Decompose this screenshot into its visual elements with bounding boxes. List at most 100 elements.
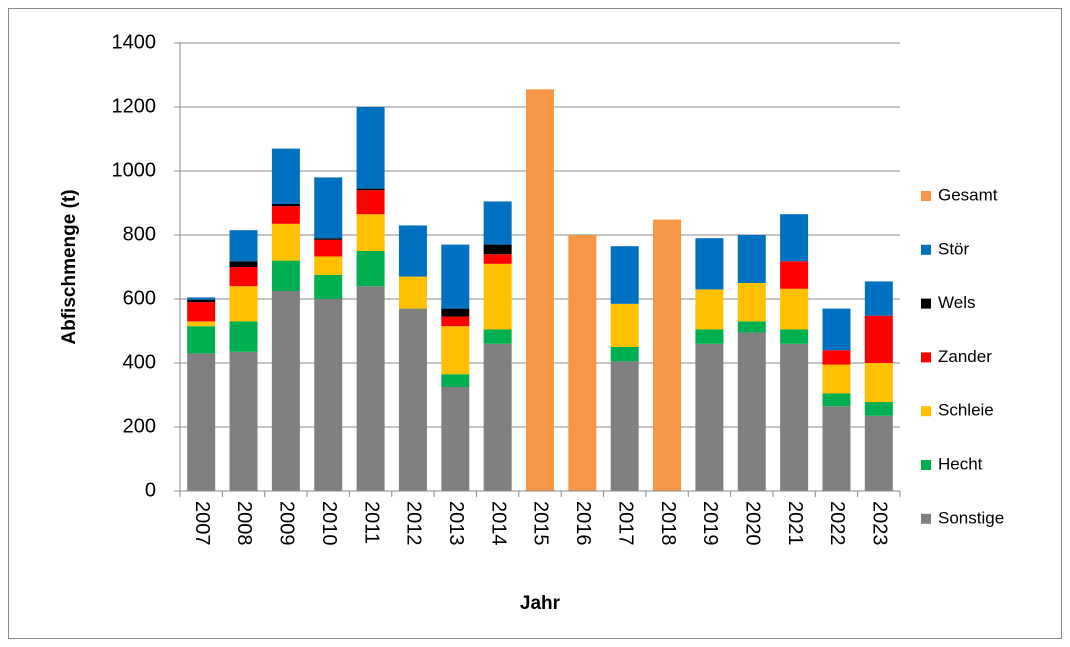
bar-segment <box>610 303 639 347</box>
bar-segment <box>695 329 724 344</box>
bar-segment <box>271 203 300 207</box>
bar-segment <box>441 374 470 387</box>
bar-segment <box>864 363 893 403</box>
x-tick-label: 2014 <box>487 501 509 546</box>
legend-label: Gesamt <box>938 185 998 204</box>
x-tick-label: 2018 <box>657 501 679 546</box>
bar-segment <box>356 251 385 287</box>
bar-segment <box>356 214 385 251</box>
bar-segment <box>568 235 597 491</box>
bar-segment <box>695 289 724 330</box>
bar-segment <box>356 286 385 491</box>
x-tick-label: 2016 <box>572 501 594 546</box>
bar-segment <box>441 387 470 491</box>
y-tick-label: 600 <box>123 287 156 309</box>
bar-segment <box>695 238 724 290</box>
bar-segment <box>314 275 343 299</box>
bar-segment <box>229 321 258 352</box>
bar-segment <box>314 299 343 491</box>
bar-segment <box>822 406 851 491</box>
bar-segment <box>356 190 385 215</box>
bar-segment <box>695 343 724 491</box>
bar-segment <box>483 329 512 344</box>
bar-segment <box>780 214 809 262</box>
x-tick-label: 2007 <box>191 501 213 546</box>
bar-segment <box>314 238 343 240</box>
bar-segment <box>864 415 893 491</box>
bar-segment <box>187 297 216 300</box>
y-axis-label: Abfischmenge (t) <box>59 189 80 344</box>
bar-segment <box>356 188 385 191</box>
bar-segment <box>271 291 300 491</box>
bar-segment <box>314 239 343 257</box>
bar-segment <box>610 347 639 362</box>
bar-segment <box>441 244 470 309</box>
bar-segment <box>187 353 216 491</box>
bar-segment <box>271 148 300 204</box>
bar-segment <box>314 256 343 275</box>
legend-swatch <box>921 460 931 470</box>
bar-segment <box>187 302 216 322</box>
legend-label: Stör <box>938 239 970 258</box>
bar-segment <box>864 281 893 316</box>
bar-segment <box>187 326 216 354</box>
bar-segment <box>780 329 809 344</box>
y-tick-label: 800 <box>123 223 156 245</box>
bar-segment <box>356 107 385 189</box>
bar-segment <box>822 308 851 351</box>
y-tick-label: 0 <box>145 479 156 501</box>
y-tick-label: 1000 <box>112 159 157 181</box>
legend-label: Hecht <box>938 454 983 473</box>
bar-segment <box>822 350 851 365</box>
bar-segment <box>314 177 343 239</box>
bar-segment <box>483 254 512 264</box>
bar-segment <box>271 206 300 224</box>
bar-segment <box>822 393 851 407</box>
bar-segment <box>187 321 216 327</box>
legend-label: Sonstige <box>938 508 1004 527</box>
bar-segment <box>526 89 554 492</box>
bar-segment <box>398 225 427 277</box>
bar-segment <box>864 315 893 363</box>
bar-segment <box>441 308 470 317</box>
bar-segment <box>483 201 512 245</box>
legend-label: Schleie <box>938 401 994 420</box>
bar-segment <box>187 299 216 303</box>
legend-swatch <box>921 191 931 201</box>
x-tick-label: 2019 <box>699 501 721 546</box>
x-tick-label: 2012 <box>403 501 425 546</box>
bar-segment <box>398 308 427 491</box>
bar-segment <box>737 235 766 283</box>
y-tick-label: 400 <box>123 351 156 373</box>
legend-swatch <box>921 406 931 417</box>
bar-segment <box>229 261 258 267</box>
bar-segment <box>483 343 512 491</box>
x-tick-label: 2021 <box>784 501 806 546</box>
legend-swatch <box>921 244 931 255</box>
bar-segment <box>653 219 682 491</box>
bar-segment <box>483 263 512 330</box>
x-tick-label: 2009 <box>276 501 298 546</box>
legend-swatch <box>921 352 931 363</box>
bar-segment <box>610 246 639 304</box>
x-tick-label: 2015 <box>530 501 552 546</box>
x-tick-label: 2022 <box>826 501 848 546</box>
bar-segment <box>864 402 893 416</box>
legend-label: Zander <box>938 347 992 366</box>
x-tick-label: 2010 <box>318 501 340 546</box>
y-tick-label: 1400 <box>112 31 157 53</box>
bar-segment <box>780 343 809 491</box>
x-tick-label: 2020 <box>741 501 763 546</box>
bar-segment <box>229 267 258 287</box>
bar-segment <box>271 260 300 291</box>
x-tick-label: 2013 <box>445 501 467 546</box>
bar-segment <box>271 223 300 261</box>
bar-segment <box>737 332 766 491</box>
x-tick-label: 2017 <box>614 501 636 546</box>
bar-segment <box>441 326 470 375</box>
x-axis-label: Jahr <box>520 593 561 614</box>
bar-segment <box>822 364 851 394</box>
y-tick-label: 1200 <box>112 95 157 117</box>
bar-segment <box>398 276 427 309</box>
bar-segment <box>441 316 470 327</box>
